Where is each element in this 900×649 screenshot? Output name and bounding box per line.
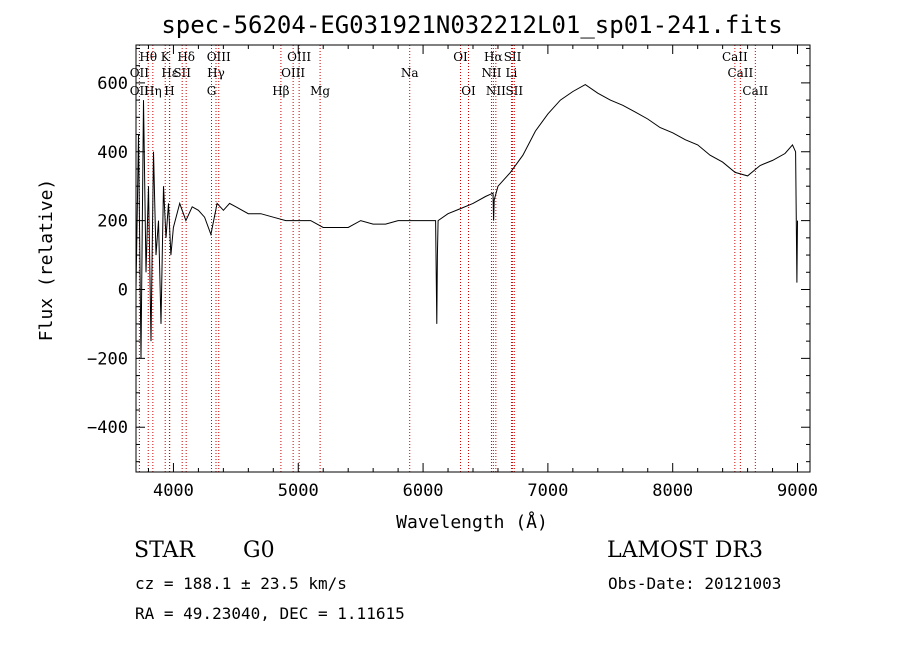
- x-tick-label: 6000: [403, 481, 444, 501]
- spectral-line-label: Hβ: [272, 84, 289, 98]
- redshift-velocity: cz = 188.1 ± 23.5 km/s: [135, 574, 347, 593]
- x-tick-label: 4000: [153, 481, 194, 501]
- spectral-line-label: SII: [173, 66, 191, 80]
- spectral-line-label: Mg: [310, 84, 330, 98]
- y-axis-label: Flux (relative): [36, 179, 57, 342]
- spectral-line-label: OII: [130, 66, 150, 80]
- spectral-line-label: OIII: [281, 66, 305, 80]
- y-tick-label: 0: [118, 280, 128, 300]
- spectral-line-label: Hη: [144, 84, 162, 98]
- spectral-line-label: CaII: [722, 50, 748, 64]
- x-tick-label: 7000: [527, 481, 568, 501]
- y-tick-label: 200: [97, 212, 128, 232]
- spectral-line-label: CaII: [727, 66, 753, 80]
- spectral-line-label: Hα: [484, 50, 503, 64]
- spectral-line-label: H: [164, 84, 174, 98]
- y-tick-label: 400: [97, 143, 128, 163]
- spectral-line-label: OI: [453, 50, 468, 64]
- spectral-line-label: NII: [481, 66, 501, 80]
- y-tick-label: −400: [87, 418, 128, 438]
- x-axis-ticks: 4000 5000 6000 7000 8000 9000: [147, 45, 818, 501]
- x-tick-label: 9000: [777, 481, 818, 501]
- spectral-line-label: OIII: [207, 50, 231, 64]
- spectral-line-label: Hγ: [207, 66, 225, 80]
- spectral-line-label: Li: [506, 66, 518, 80]
- spectral-line-markers: [138, 45, 756, 472]
- x-axis-label: Wavelength (Å): [396, 511, 548, 533]
- spectral-line-label: SII: [505, 84, 523, 98]
- x-tick-label: 5000: [278, 481, 319, 501]
- spectrum-line: [135, 84, 798, 359]
- plot-frame: [135, 44, 811, 473]
- spectral-line-label: OII: [130, 84, 150, 98]
- chart-title: spec-56204-EG031921N032212L01_sp01-241.f…: [161, 11, 782, 39]
- spectral-line-label: SII: [504, 50, 522, 64]
- subclass: G0: [243, 538, 275, 563]
- x-tick-label: 8000: [652, 481, 693, 501]
- spectral-line-label: Hδ: [177, 50, 195, 64]
- coordinates: RA = 49.23040, DEC = 1.11615: [135, 604, 405, 623]
- spectral-line-label: Na: [401, 66, 419, 80]
- spectral-line-label: Hε: [161, 66, 178, 80]
- y-tick-label: −200: [87, 349, 128, 369]
- spectral-line-label: OIII: [287, 50, 311, 64]
- spectral-line-label: CaII: [742, 84, 768, 98]
- spectral-line-label: Hθ: [139, 50, 157, 64]
- spectral-line-label: K: [161, 50, 171, 64]
- survey-name: LAMOST DR3: [607, 538, 763, 563]
- spectral-line-label: NII: [486, 84, 506, 98]
- y-axis-ticks: −400 −200 0 200 400 600: [87, 47, 810, 463]
- spectral-line-label: OI: [461, 84, 476, 98]
- spectral-line-label: G: [207, 84, 217, 98]
- object-class: STAR: [134, 538, 195, 563]
- y-tick-label: 600: [97, 74, 128, 94]
- observation-date: Obs-Date: 20121003: [608, 574, 782, 593]
